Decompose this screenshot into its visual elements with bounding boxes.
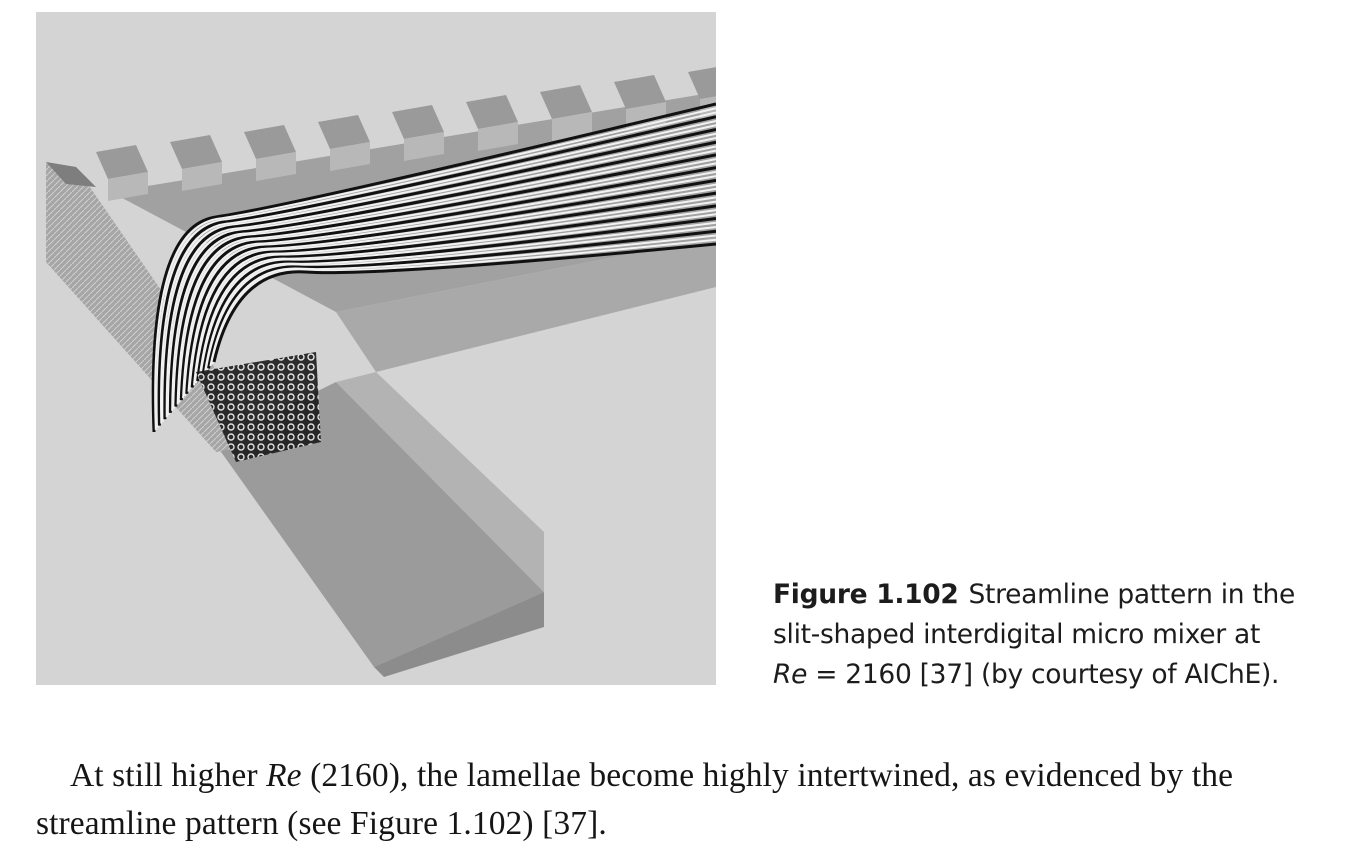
outlet-channel-wall [336, 372, 544, 592]
streamline [203, 221, 716, 373]
streamline [201, 217, 716, 375]
streamline [151, 102, 716, 433]
streamline [200, 213, 716, 377]
streamline [196, 204, 716, 382]
streamline [165, 132, 716, 418]
streamline [207, 229, 716, 369]
streamline [189, 187, 716, 390]
inlet-tooth-side [552, 112, 592, 141]
inlet-tooth-side [478, 122, 518, 151]
caption-text: Streamline pattern in the slit-shaped in… [773, 579, 1296, 650]
streamline [161, 124, 716, 422]
inlet-tooth [170, 135, 222, 169]
streamline [205, 226, 716, 371]
body-reynolds-symbol: Re [266, 757, 302, 794]
main-channel-front-wall [336, 237, 716, 372]
inlet-tooth [688, 67, 716, 99]
caption-text-end: = 2160 [37] (by courtesy of AIChE). [807, 659, 1280, 690]
streamlines [151, 102, 716, 433]
inlet-tooth [614, 75, 666, 109]
streamline [163, 127, 716, 420]
inlet-tooth [466, 95, 518, 129]
inlet-tooth [244, 125, 296, 159]
inlet-tooth [392, 105, 444, 139]
inlet-tooth-side [182, 162, 222, 191]
body-text-start: At still higher [70, 757, 267, 794]
streamline [160, 119, 716, 424]
inlet-tooth [540, 85, 592, 119]
streamline [190, 191, 716, 388]
inlet-tooth-side [108, 172, 148, 201]
streamline [168, 140, 716, 413]
streamline [171, 145, 716, 411]
streamline [212, 242, 716, 363]
figure-caption: Figure 1.102 Streamline pattern in the sl… [773, 575, 1313, 695]
body-text-end: (2160), the lamellae become highly inter… [36, 757, 1234, 842]
inlet-tooth [318, 115, 370, 149]
streamline [167, 136, 716, 416]
streamline [173, 149, 716, 409]
streamline [176, 158, 716, 405]
mixer-streamline-figure [36, 12, 716, 685]
streamline [156, 111, 716, 428]
figure-label: Figure 1.102 [773, 579, 959, 610]
inlet-tooth-side [404, 132, 444, 161]
mixer-render [46, 67, 716, 677]
streamline [209, 234, 716, 367]
inlet-tooth [96, 145, 148, 179]
streamline [198, 209, 716, 380]
caption-reynolds-symbol: Re [773, 659, 808, 690]
outlet-channel-floor [214, 382, 544, 667]
streamline [185, 178, 716, 394]
streamline [178, 162, 716, 403]
mixing-swirl-region [196, 352, 321, 462]
streamline [157, 115, 716, 426]
body-paragraph: At still higher Re (2160), the lamellae … [36, 752, 1336, 848]
streamline [193, 196, 716, 386]
inlet-tooth-side [330, 142, 370, 171]
streamline [194, 200, 716, 384]
streamline [154, 107, 716, 430]
outlet-channel-end [374, 592, 544, 677]
streamline [187, 183, 716, 392]
streamline [183, 175, 716, 396]
streamline [174, 153, 716, 407]
streamline [211, 238, 716, 365]
streamline [179, 166, 716, 401]
inlet-teeth [96, 67, 716, 201]
left-wall-top [46, 162, 96, 187]
streamline [182, 170, 716, 399]
inlet-tooth-side [256, 152, 296, 181]
